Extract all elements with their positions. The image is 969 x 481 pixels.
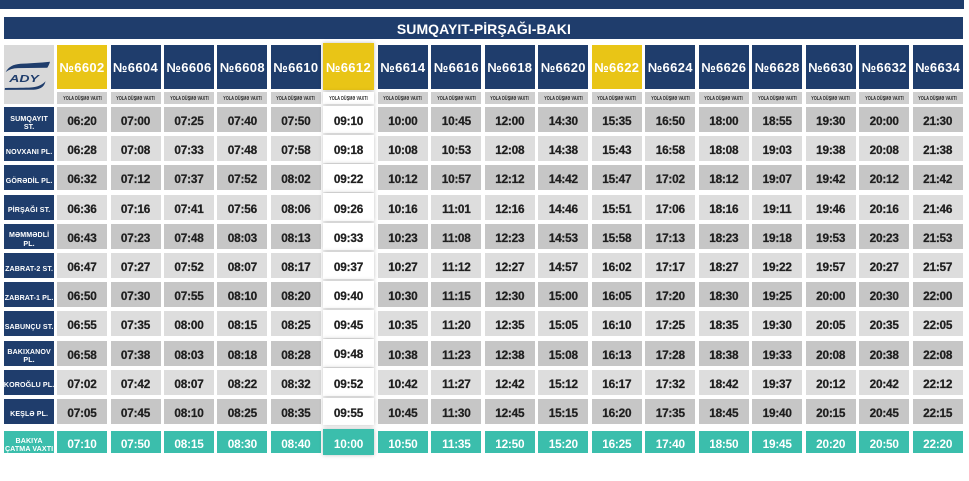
- svg-text:ADY: ADY: [8, 74, 41, 85]
